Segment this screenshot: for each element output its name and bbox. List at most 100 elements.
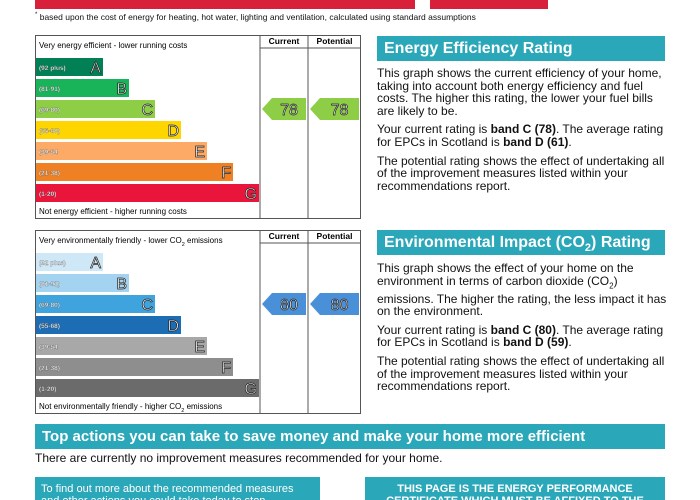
rating-band (36, 295, 155, 313)
band-letter: D (167, 318, 179, 335)
paragraph: This graph shows the effect of your home… (377, 262, 669, 318)
band-range: (1-20) (39, 191, 56, 198)
info-box: THIS PAGE IS THE ENERGY PERFORMANCE CERT… (365, 477, 665, 500)
text-run: Your current rating is (377, 322, 491, 337)
bottom-label: Not environmentally friendly - higher CO… (39, 402, 222, 414)
band-range: (55-68) (39, 323, 60, 330)
text-run: 2 (182, 242, 185, 248)
paragraph: The potential rating shows the effect of… (377, 355, 669, 393)
top-label: Very environmentally friendly - lower CO… (39, 236, 223, 248)
chart-frame (35, 35, 361, 219)
rating-band (36, 100, 155, 118)
actions-heading: Top actions you can take to save money a… (35, 424, 665, 449)
paragraph: Your current rating is band C (80). The … (377, 322, 669, 350)
band-range: (39-54 (39, 149, 58, 156)
text-run: Not energy efficient - higher running co… (39, 207, 187, 216)
rating-arrow (310, 293, 359, 315)
rating-band (36, 253, 103, 271)
bottom-label: Not energy efficient - higher running co… (39, 207, 187, 216)
text-run: Very environmentally friendly - lower CO (39, 236, 182, 245)
column-header: Current (269, 231, 300, 241)
rating-value: 80 (331, 297, 349, 314)
paragraph: Your current rating is band C (78). The … (377, 123, 669, 148)
text-run: band C (80) (490, 322, 556, 337)
text-run: 2 (584, 242, 592, 255)
energy-chart: Current Potential Very energy efficient - … (35, 35, 361, 219)
band-range: (92 plus) (39, 260, 66, 267)
column-header: Current (269, 36, 300, 46)
paragraph: The potential rating shows the effect of… (377, 153, 669, 193)
band-range: (92 plus) (39, 65, 66, 72)
cost-value-bar (430, 0, 548, 9)
text-run: The potential rating shows the effect of… (377, 353, 665, 394)
top-label: Very energy efficient - lower running co… (39, 41, 187, 50)
chart-frame (35, 230, 361, 414)
band-letter: G (245, 381, 257, 398)
band-letter: A (90, 60, 101, 77)
text-run: band D (61) (503, 134, 569, 149)
text-run: band C (78) (490, 122, 556, 137)
text-run: ) Rating (591, 234, 651, 251)
info-box: To find out more about the recommended m… (35, 477, 320, 500)
band-letter: C (141, 297, 153, 314)
band-range: (39-54 (39, 344, 58, 351)
band-letter: C (141, 102, 153, 119)
text-run: 2 (609, 280, 614, 290)
band-letter: B (116, 81, 127, 98)
rating-band (36, 58, 103, 76)
rating-band (36, 184, 259, 202)
rating-value: 78 (331, 102, 349, 119)
band-range: (55-68) (39, 128, 60, 135)
footnote: * based upon the cost of energy for heat… (35, 12, 476, 22)
rating-band (36, 337, 207, 355)
rating-arrow (262, 293, 306, 315)
rating-band (36, 79, 129, 97)
rating-band (36, 121, 181, 139)
text-run: . The average rating for EPCs in Scotlan… (377, 322, 664, 350)
rating-band (36, 142, 207, 160)
section-heading: Environmental Impact (CO2) Rating (377, 230, 665, 255)
band-range: (21-38) (39, 365, 60, 372)
band-range: (21-38) (39, 170, 60, 177)
footnote-mark: * (35, 12, 38, 19)
text-run: Your current rating is (377, 122, 491, 137)
band-letter: F (221, 165, 231, 182)
column-header: Potential (317, 231, 353, 241)
rating-arrow (262, 98, 306, 120)
rating-band (36, 274, 129, 292)
section-heading: Energy Efficiency Rating (377, 36, 665, 61)
section-text: This graph shows the current efficiency … (377, 67, 669, 198)
text-run: emissions (185, 236, 223, 245)
band-range: (81-91) (39, 86, 60, 93)
actions-text: There are currently no improvement measu… (35, 451, 443, 465)
text-run: The potential rating shows the effect of… (377, 153, 665, 193)
band-letter: E (194, 339, 205, 356)
text-run: ) emissions. The higher the rating, the … (377, 273, 667, 319)
footnote-text: based upon the cost of energy for heatin… (39, 12, 476, 22)
rating-value: 80 (280, 297, 298, 314)
band-range: (69-80) (39, 302, 60, 309)
band-letter: G (245, 186, 257, 203)
text-run: . The average rating for EPCs in Scotlan… (377, 122, 664, 149)
text-run: Very energy efficient - lower running co… (39, 41, 187, 50)
text-run: This graph shows the effect of your home… (377, 261, 634, 288)
band-range: (1-20) (39, 386, 56, 393)
band-range: (81-91) (39, 281, 60, 288)
column-header: Potential (317, 36, 353, 46)
rating-value: 78 (280, 102, 298, 119)
text-run: . (568, 134, 572, 149)
text-run: Environmental Impact (CO (384, 234, 585, 251)
band-range: (69-80) (39, 107, 60, 114)
text-run: . (568, 335, 572, 350)
band-letter: D (167, 123, 179, 140)
text-run: This graph shows the current efficiency … (377, 66, 662, 118)
rating-band (36, 316, 181, 334)
text-run: Energy Efficiency Rating (384, 40, 573, 57)
rating-band (36, 379, 259, 397)
text-run: 2 (181, 408, 184, 414)
band-letter: A (90, 255, 101, 272)
text-run: Not environmentally friendly - higher CO (39, 402, 181, 411)
band-letter: E (194, 144, 205, 161)
rating-band (36, 358, 233, 376)
